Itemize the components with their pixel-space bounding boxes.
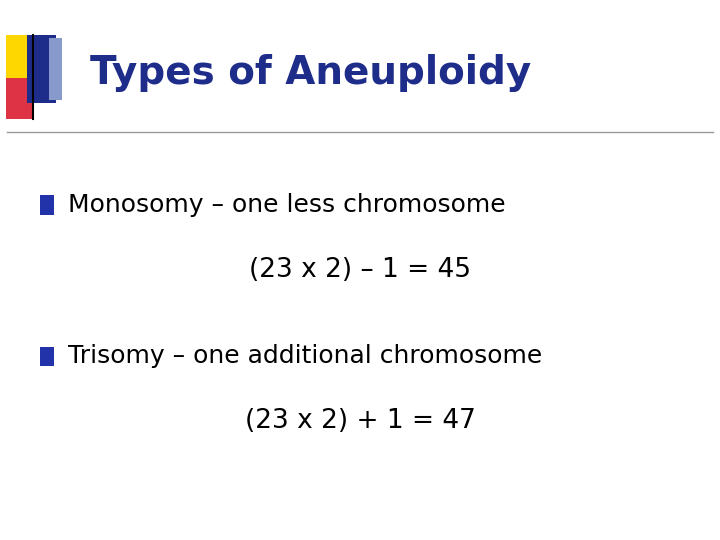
FancyBboxPatch shape xyxy=(6,35,45,81)
FancyBboxPatch shape xyxy=(6,78,33,119)
FancyBboxPatch shape xyxy=(27,35,56,103)
Text: Types of Aneuploidy: Types of Aneuploidy xyxy=(90,54,531,92)
FancyBboxPatch shape xyxy=(40,195,54,215)
Text: (23 x 2) + 1 = 47: (23 x 2) + 1 = 47 xyxy=(245,408,475,434)
FancyBboxPatch shape xyxy=(40,347,54,366)
FancyBboxPatch shape xyxy=(49,38,62,100)
Text: Monosomy – one less chromosome: Monosomy – one less chromosome xyxy=(68,193,506,217)
Text: (23 x 2) – 1 = 45: (23 x 2) – 1 = 45 xyxy=(249,257,471,283)
Text: Trisomy – one additional chromosome: Trisomy – one additional chromosome xyxy=(68,345,543,368)
